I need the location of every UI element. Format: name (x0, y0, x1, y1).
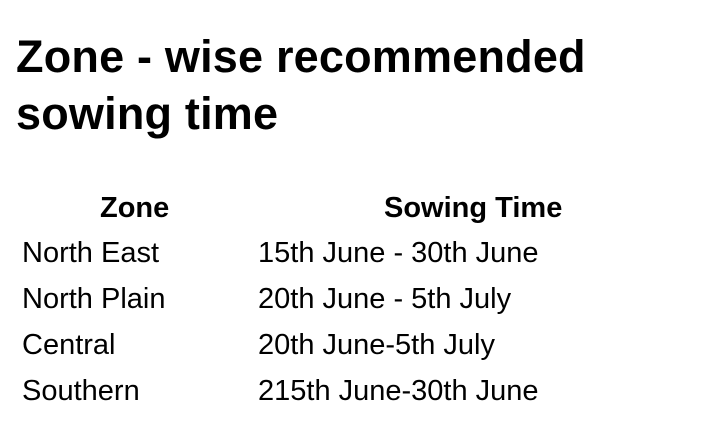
sowing-time-cell: 20th June - 5th July (258, 282, 512, 315)
table-header-row: Zone Sowing Time (0, 186, 720, 230)
column-header-sowing-time: Sowing Time (384, 191, 563, 224)
page-title: Zone - wise recommended sowing time (16, 31, 586, 139)
sowing-time-table: Zone Sowing Time North East 15th June - … (0, 186, 720, 414)
table-row: North East 15th June - 30th June (0, 230, 720, 276)
sowing-time-cell: 15th June - 30th June (258, 236, 539, 269)
zone-cell: Central (22, 328, 116, 361)
zone-cell: North Plain (22, 282, 166, 315)
table-row: Southern 215th June-30th June (0, 368, 720, 414)
zone-cell: North East (22, 236, 159, 269)
table-row: North Plain 20th June - 5th July (0, 276, 720, 322)
sowing-time-cell: 20th June-5th July (258, 328, 495, 361)
zone-cell: Southern (22, 374, 140, 407)
sowing-time-cell: 215th June-30th June (258, 374, 539, 407)
column-header-zone: Zone (100, 191, 170, 224)
table-row: Central 20th June-5th July (0, 322, 720, 368)
